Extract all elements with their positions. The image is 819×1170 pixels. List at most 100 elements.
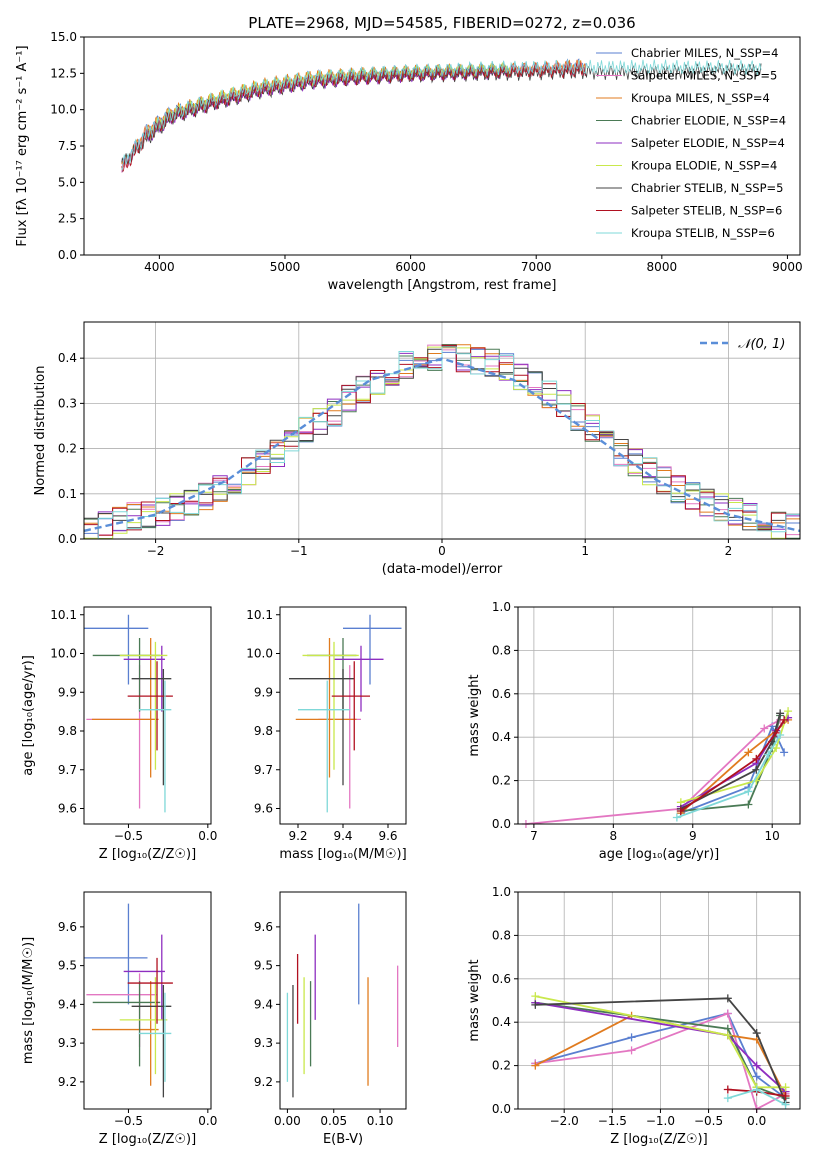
plus-marker [772, 744, 781, 753]
y-tick-label: 0.2 [492, 1059, 511, 1073]
x-axis-label: Z [log₁₀(Z/Z☉)] [610, 1132, 707, 1147]
y-tick-label: 9.9 [254, 685, 273, 699]
x-tick-label: −1.5 [598, 1114, 627, 1128]
plus-marker [744, 748, 753, 757]
weight-line [535, 1001, 787, 1093]
y-tick-label: 9.5 [58, 959, 77, 973]
x-tick-label: 5000 [270, 260, 301, 274]
legend-label: Salpeter ELODIE, N_SSP=4 [631, 136, 785, 150]
normal-curve [84, 357, 800, 533]
plus-marker [752, 765, 761, 774]
weight-line [680, 719, 785, 812]
y-tick-label: 0.4 [58, 351, 77, 365]
y-tick-label: 0.2 [58, 442, 77, 456]
spectrum-panel: 4000 5000 6000 7000 8000 9000 0.0 2.5 5.0 7.5 10.0… [15, 14, 803, 293]
y-tick-label: 9.8 [254, 724, 273, 738]
mass-weight-panel-7: −2.0 −1.5 −1.0 −0.5 0.0 0.0 0.2 0.4 0.6 0.8 1.0 Z [… [467, 885, 801, 1147]
x-tick-label: 0.0 [747, 1114, 766, 1128]
x-axis-label: E(B-V) [323, 1132, 363, 1147]
x-tick-label: 7000 [521, 260, 552, 274]
plus-marker [627, 1033, 636, 1042]
x-tick-label: 0.0 [198, 829, 217, 843]
plot-area [84, 344, 800, 539]
axes-frame [83, 891, 212, 1110]
plus-marker [744, 800, 753, 809]
plus-marker [531, 1000, 540, 1009]
plus-marker [676, 806, 685, 815]
x-tick-label: −1 [290, 544, 308, 558]
y-tick-label: 15.0 [50, 30, 77, 44]
plus-marker [672, 813, 681, 822]
y-tick-label: 0.0 [58, 532, 77, 546]
x-tick-label: 1 [581, 544, 589, 558]
x-axis-label: wavelength [Angstrom, rest frame] [328, 278, 557, 293]
plus-marker [752, 1061, 761, 1070]
plus-marker [723, 1085, 732, 1094]
residual-panel: −2 −1 0 1 2 0.0 0.1 0.2 0.3 0.4 (data-model)/error… [33, 321, 801, 577]
legend-label: 𝒩(0, 1) [738, 337, 785, 352]
y-axis-label: mass weight [467, 959, 482, 1041]
legend-label: Kroupa MILES, N_SSP=4 [631, 91, 770, 105]
plus-marker [531, 992, 540, 1001]
y-tick-label: 9.6 [58, 802, 77, 816]
y-tick-label: 7.5 [58, 139, 77, 153]
y-tick-label: 10.0 [246, 647, 273, 661]
plus-marker [723, 1094, 732, 1103]
spectrum-line [121, 59, 762, 172]
y-axis-label: mass weight [467, 674, 482, 756]
weight-line [680, 710, 789, 804]
legend-label: Chabrier STELIB, N_SSP=5 [631, 181, 783, 195]
weight-line [680, 715, 781, 812]
plus-marker [752, 1029, 761, 1038]
plus-marker [776, 709, 785, 718]
legend-label: Chabrier MILES, N_SSP=4 [631, 46, 778, 60]
y-tick-label: 9.3 [58, 1036, 77, 1050]
x-axis-label: Z [log₁₀(Z/Z☉)] [99, 847, 196, 862]
plus-marker [752, 1085, 761, 1094]
y-tick-label: 0.0 [492, 817, 511, 831]
weight-line [525, 719, 781, 825]
x-tick-label: 4000 [144, 260, 175, 274]
plus-marker [781, 1083, 790, 1092]
y-tick-label: 2.5 [58, 212, 77, 226]
plus-marker [723, 1009, 732, 1018]
x-tick-label: 7 [530, 829, 538, 843]
x-tick-label: −0.5 [114, 829, 143, 843]
plus-marker [760, 724, 769, 733]
y-tick-label: 9.2 [58, 1075, 77, 1089]
y-tick-label: 0.2 [492, 774, 511, 788]
errorbar-panel-2: −0.5 0.0 9.6 9.7 9.8 9.9 10.0 10.1 Z [log₁₀(Z/Z☉… [21, 606, 217, 862]
plus-marker [781, 1100, 790, 1109]
plus-marker [531, 1061, 540, 1070]
x-tick-label: 9.4 [333, 829, 352, 843]
x-tick-label: 2 [725, 544, 733, 558]
mass-weight-panel-4: 7 8 9 10 0.0 0.2 0.4 0.6 0.8 1.0 age [log₁₀(age/yr… [467, 600, 801, 862]
axes-frame [517, 606, 801, 825]
axes-frame [83, 606, 212, 825]
y-axis-label: Flux [fλ 10⁻¹⁷ erg cm⁻² s⁻¹ A⁻¹] [15, 45, 30, 246]
plus-marker [744, 787, 753, 796]
y-axis-label: mass [log₁₀(M/M☉)] [21, 937, 36, 1064]
errorbar-panel-6: 0.00 0.05 0.10 9.2 9.3 9.4 9.5 9.6 E(B-V) [254, 891, 407, 1147]
x-tick-label: −2 [147, 544, 165, 558]
plus-marker [752, 1072, 761, 1081]
weight-line [535, 995, 786, 1089]
y-tick-label: 5.0 [58, 175, 77, 189]
x-tick-label: −0.5 [114, 1114, 143, 1128]
plot-area [286, 903, 399, 1098]
y-tick-label: 0.8 [492, 643, 511, 657]
x-tick-label: 6000 [395, 260, 426, 274]
x-axis-label: Z [log₁₀(Z/Z☉)] [99, 1132, 196, 1147]
x-tick-label: 0 [438, 544, 446, 558]
x-tick-label: 9.2 [288, 829, 307, 843]
x-tick-label: 0.05 [320, 1114, 347, 1128]
plus-marker [780, 748, 789, 757]
x-tick-label: −2.0 [550, 1114, 579, 1128]
x-tick-label: 8 [610, 829, 618, 843]
y-tick-label: 9.3 [254, 1036, 273, 1050]
y-tick-label: 9.4 [254, 997, 273, 1011]
x-tick-label: 0.00 [274, 1114, 301, 1128]
y-tick-label: 1.0 [492, 600, 511, 614]
y-tick-label: 10.1 [50, 608, 77, 622]
